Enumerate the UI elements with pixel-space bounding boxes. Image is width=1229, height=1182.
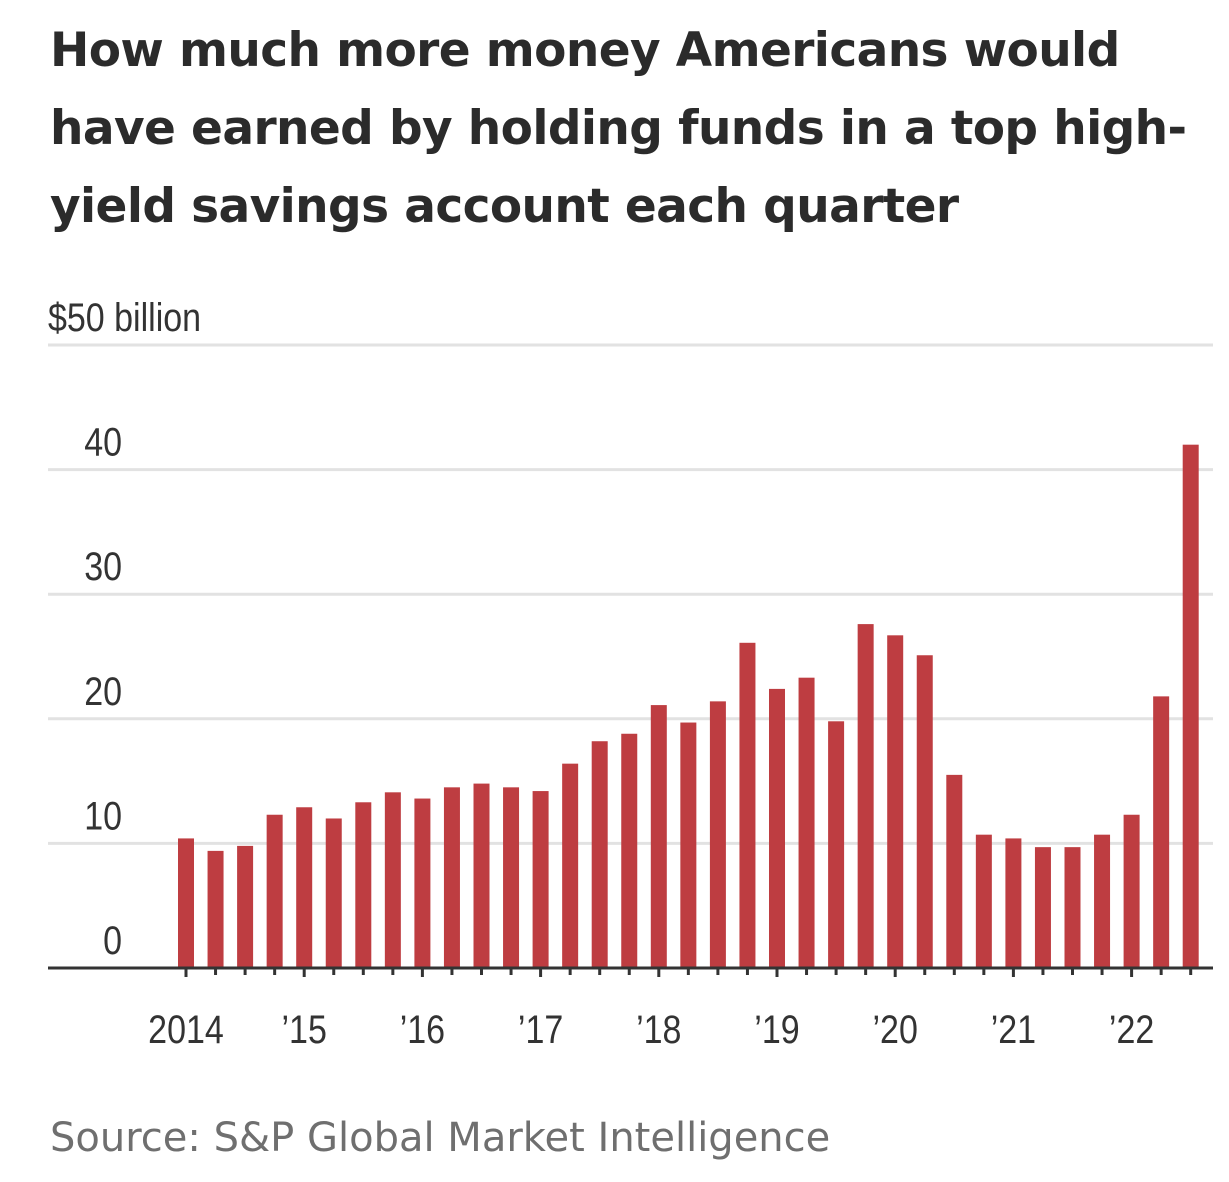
y-tick-label: 40 (84, 419, 122, 464)
bar (828, 721, 845, 968)
bar (1064, 847, 1081, 968)
bar (1153, 696, 1170, 968)
bar (591, 741, 608, 968)
bar (739, 642, 756, 968)
bar (887, 635, 904, 968)
x-tick-label: ’20 (873, 1006, 918, 1051)
bar (473, 783, 490, 968)
bar (532, 791, 549, 968)
bar (621, 733, 638, 968)
bar (769, 688, 785, 968)
x-tick-label: ’21 (991, 1006, 1036, 1051)
source-note: Source: S&P Global Market Intelligence (50, 1115, 831, 1161)
chart-title: How much more money Americans would have… (50, 23, 1187, 234)
x-tick-label: ’16 (400, 1006, 445, 1051)
bar (562, 763, 579, 968)
bar (857, 624, 874, 968)
bar (975, 834, 992, 968)
bar (680, 722, 697, 968)
x-axis-tick-labels: 2014 ’15 ’16 ’17 ’18 ’19 ’20 ’21 ’22 (148, 1006, 1154, 1051)
bar (1094, 834, 1111, 968)
bar (798, 677, 815, 968)
bar (1182, 444, 1199, 968)
bar (237, 845, 254, 968)
y-axis-tick-labels: 0 10 20 30 40 $50 billion (48, 294, 201, 962)
y-tick-label: 20 (84, 668, 122, 713)
x-tick-label: ’19 (754, 1006, 799, 1051)
x-tick-label: ’17 (518, 1006, 563, 1051)
bar (503, 787, 520, 968)
y-tick-label: 0 (103, 917, 122, 962)
bar (384, 792, 401, 968)
bar (1005, 838, 1022, 968)
x-tick-label: ’18 (636, 1006, 681, 1051)
bar (1123, 814, 1140, 968)
x-tick-label: ’15 (282, 1006, 327, 1051)
y-tick-label: $50 billion (48, 294, 201, 339)
bar-chart: 0 10 20 30 40 $50 billion 2014 ’15 ’16 ’17 ’18 ’19… (48, 294, 1213, 1052)
bar (266, 814, 283, 968)
bar (946, 774, 963, 968)
bar (650, 705, 667, 968)
bars (178, 444, 1199, 968)
y-tick-label: 10 (84, 793, 122, 838)
bar (414, 798, 431, 968)
x-tick-label: ’22 (1109, 1006, 1154, 1051)
bar (443, 787, 460, 968)
y-tick-label: 30 (84, 544, 122, 589)
bar (1034, 847, 1051, 968)
bar (178, 838, 194, 968)
bar (355, 802, 372, 968)
bar (325, 818, 342, 968)
bar (916, 655, 933, 968)
bar (709, 701, 726, 968)
bar (207, 850, 224, 968)
x-axis (48, 966, 1213, 977)
x-tick-label: 2014 (148, 1006, 224, 1051)
bar (296, 807, 313, 968)
